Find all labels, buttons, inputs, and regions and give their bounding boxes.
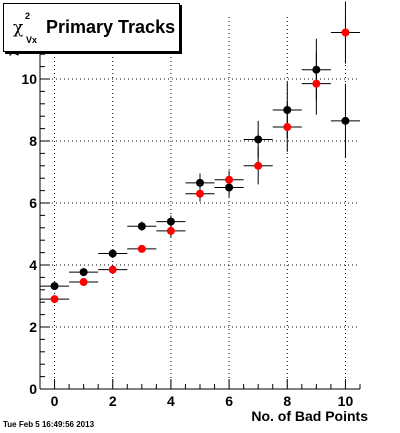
y-tick-label: 2 bbox=[29, 319, 37, 335]
data-point bbox=[127, 244, 157, 253]
data-point bbox=[214, 170, 244, 190]
x-tick-label: 10 bbox=[338, 393, 354, 409]
x-tick-label: 0 bbox=[51, 393, 59, 409]
data-point bbox=[156, 215, 186, 228]
point-marker bbox=[254, 135, 263, 144]
data-point bbox=[330, 1, 360, 64]
axes bbox=[39, 16, 361, 390]
point-marker bbox=[166, 217, 175, 226]
y-tick-label: 8 bbox=[29, 133, 37, 149]
data-point bbox=[243, 147, 273, 185]
x-axis-label: No. of Bad Points bbox=[251, 408, 368, 424]
point-marker bbox=[196, 178, 204, 187]
title-symbol: χ bbox=[13, 18, 24, 38]
data-point bbox=[272, 102, 302, 152]
data-point bbox=[98, 265, 128, 274]
grid bbox=[40, 17, 360, 389]
y-tick-label: 6 bbox=[29, 195, 37, 211]
chart-title: Primary Tracks bbox=[46, 17, 176, 37]
title-superscript: 2 bbox=[25, 11, 31, 21]
x-tick-label: 4 bbox=[167, 393, 175, 409]
data-point bbox=[330, 83, 360, 159]
data-point bbox=[156, 224, 186, 238]
data-point bbox=[127, 221, 157, 231]
x-tick-label: 8 bbox=[283, 393, 291, 409]
timestamp-footer: Tue Feb 5 16:49:56 2013 bbox=[3, 420, 95, 429]
point-marker bbox=[50, 282, 59, 291]
point-marker bbox=[79, 278, 88, 287]
y-tick-label: 4 bbox=[29, 257, 37, 273]
point-marker bbox=[79, 268, 88, 277]
point-marker bbox=[283, 123, 292, 132]
point-marker bbox=[341, 28, 350, 37]
data-point bbox=[40, 282, 70, 291]
point-marker bbox=[137, 244, 146, 253]
y-tick-label: 0 bbox=[29, 381, 37, 397]
chart-title-box: χ 2 Vx Primary Tracks bbox=[3, 3, 180, 52]
point-marker bbox=[196, 189, 204, 198]
point-marker bbox=[108, 265, 117, 274]
data-points bbox=[40, 1, 360, 304]
point-marker bbox=[341, 116, 350, 125]
point-marker bbox=[50, 295, 59, 304]
y-tick-label: 10 bbox=[21, 71, 37, 87]
data-point bbox=[243, 120, 273, 159]
point-marker bbox=[254, 161, 263, 170]
data-point bbox=[69, 268, 99, 277]
point-marker bbox=[108, 249, 117, 258]
title-subscript: Vx bbox=[26, 35, 38, 45]
x-tick-label: 6 bbox=[225, 393, 233, 409]
point-marker bbox=[137, 222, 146, 231]
x-tick-label: 2 bbox=[109, 393, 117, 409]
point-marker bbox=[225, 175, 234, 184]
point-marker bbox=[166, 226, 175, 235]
data-point bbox=[301, 52, 331, 115]
point-marker bbox=[312, 79, 321, 88]
data-point bbox=[40, 295, 70, 304]
data-point bbox=[98, 249, 128, 258]
tick-labels: 0 2 4 6 8 10 0 2 4 6 8 10 bbox=[21, 71, 353, 409]
data-point bbox=[69, 278, 99, 287]
data-point bbox=[185, 185, 215, 202]
